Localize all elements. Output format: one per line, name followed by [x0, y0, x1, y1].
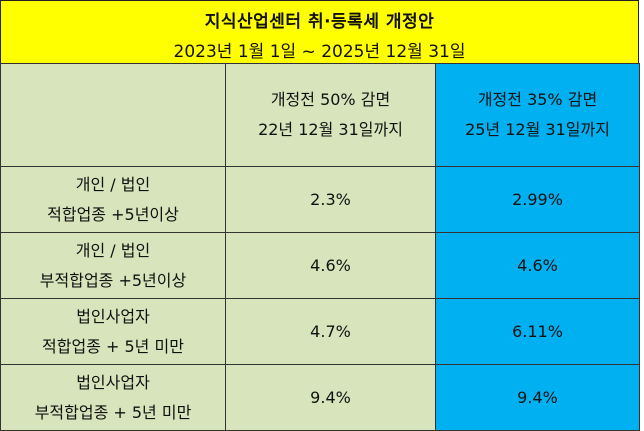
row-label-line2: 적합업종 + 5년 미만 — [42, 336, 184, 356]
table-row: 개인 / 법인 부적합업종 +5년이상 4.6% 4.6% — [0, 232, 640, 299]
after-rate-cell: 4.6% — [435, 232, 640, 299]
header-after-line2: 25년 12월 31일까지 — [465, 120, 610, 139]
after-rate-cell: 9.4% — [435, 364, 640, 431]
row-label-cell: 법인사업자 적합업종 + 5년 미만 — [0, 298, 226, 365]
sheet-title: 지식산업센터 취·등록세 개정안 — [204, 12, 435, 32]
header-after-line1: 개정전 35% 감면 — [477, 90, 598, 109]
row-label-line2: 적합업종 +5년이상 — [47, 204, 179, 224]
table-row: 법인사업자 적합업종 + 5년 미만 4.7% 6.11% — [0, 298, 640, 365]
title-banner: 지식산업센터 취·등록세 개정안 2023년 1월 1일 ~ 2025년 12월… — [0, 0, 639, 64]
row-label-line1: 개인 / 법인 — [75, 240, 151, 260]
row-label-cell: 법인사업자 부적합업종 + 5년 미만 — [0, 364, 226, 431]
header-before-line2: 22년 12월 31일까지 — [258, 120, 403, 139]
row-label-line1: 법인사업자 — [76, 306, 150, 326]
before-rate-cell: 4.7% — [225, 298, 436, 365]
before-rate-cell: 9.4% — [225, 364, 436, 431]
header-row: 개정전 50% 감면 22년 12월 31일까지 개정전 35% 감면 25년 … — [0, 63, 640, 167]
rate-table: 개정전 50% 감면 22년 12월 31일까지 개정전 35% 감면 25년 … — [0, 63, 640, 431]
row-label-line2: 부적합업종 + 5년 미만 — [34, 402, 192, 422]
before-rate-cell: 2.3% — [225, 166, 436, 233]
row-label-line2: 부적합업종 +5년이상 — [39, 270, 187, 290]
header-blank-cell — [0, 63, 226, 167]
before-rate-cell: 4.6% — [225, 232, 436, 299]
row-label-cell: 개인 / 법인 부적합업종 +5년이상 — [0, 232, 226, 299]
header-after-cell: 개정전 35% 감면 25년 12월 31일까지 — [435, 63, 640, 167]
row-label-line1: 개인 / 법인 — [75, 174, 151, 194]
after-rate-cell: 6.11% — [435, 298, 640, 365]
sheet-period: 2023년 1월 1일 ~ 2025년 12월 31일 — [173, 42, 466, 62]
header-before-line1: 개정전 50% 감면 — [270, 90, 391, 109]
row-label-cell: 개인 / 법인 적합업종 +5년이상 — [0, 166, 226, 233]
row-label-line1: 법인사업자 — [76, 372, 150, 392]
header-before-cell: 개정전 50% 감면 22년 12월 31일까지 — [225, 63, 436, 167]
table-row: 법인사업자 부적합업종 + 5년 미만 9.4% 9.4% — [0, 364, 640, 431]
after-rate-cell: 2.99% — [435, 166, 640, 233]
table-row: 개인 / 법인 적합업종 +5년이상 2.3% 2.99% — [0, 166, 640, 233]
